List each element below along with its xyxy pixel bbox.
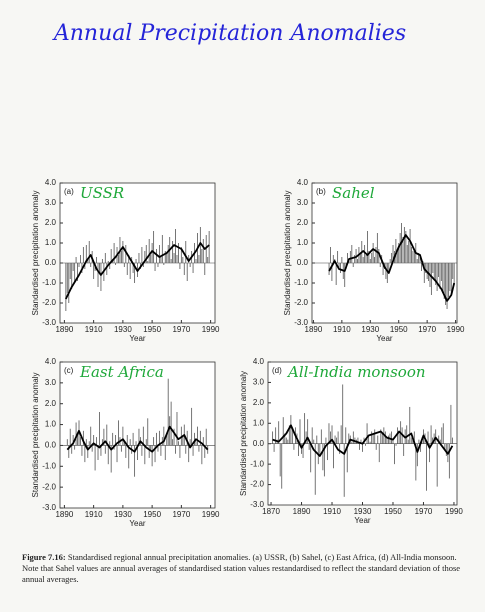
- x-tick-label: 1970: [172, 510, 190, 519]
- y-tick-label: 4.0: [253, 357, 265, 366]
- handwritten-title: Annual Precipitation Anomalies: [52, 21, 406, 46]
- y-tick-label: -1.0: [42, 278, 56, 287]
- x-tick-label: 1950: [384, 507, 402, 516]
- y-tick-label: 3.0: [297, 198, 309, 207]
- x-tick-label: 1870: [262, 507, 280, 516]
- y-tick-label: -3.0: [42, 503, 56, 512]
- y-tick-label: 4.0: [45, 357, 57, 366]
- panel-label: (d): [272, 366, 282, 375]
- y-tick-label: -3.0: [42, 318, 56, 327]
- y-axis-label: Standardised precipitation anomaly: [31, 373, 40, 498]
- plot-frame: [59, 361, 216, 509]
- y-tick-label: 1.0: [45, 238, 57, 247]
- x-tick-label: 1910: [85, 510, 103, 519]
- smoothed-line: [328, 234, 456, 302]
- smoothed-line: [66, 425, 209, 453]
- caption: Figure 7.16: Standardised regional annua…: [22, 552, 472, 585]
- x-axis-label: Year: [129, 334, 146, 343]
- x-tick-label: 1930: [354, 507, 372, 516]
- x-tick-label: 1930: [361, 325, 379, 334]
- y-tick-label: -2.0: [42, 298, 56, 307]
- y-tick-label: -2.0: [250, 480, 264, 489]
- caption-label: Figure 7.16:: [22, 552, 66, 562]
- panel-title: All-India monsoon: [286, 363, 426, 381]
- y-tick-label: 3.0: [45, 198, 57, 207]
- x-tick-label: 1950: [390, 325, 408, 334]
- x-tick-label: 1930: [114, 510, 132, 519]
- y-tick-label: 2.0: [253, 398, 265, 407]
- y-tick-label: 4.0: [45, 178, 57, 187]
- panel-label: (b): [316, 187, 326, 196]
- x-tick-label: 1990: [447, 325, 465, 334]
- y-tick-label: 1.0: [297, 238, 309, 247]
- x-tick-label: 1890: [55, 325, 73, 334]
- x-tick-label: 1890: [55, 510, 73, 519]
- plot-frame: [311, 182, 458, 324]
- panel-title: East Africa: [79, 363, 164, 381]
- x-tick-label: 1950: [143, 510, 161, 519]
- y-tick-label: 3.0: [45, 378, 57, 387]
- y-tick-label: -2.0: [42, 482, 56, 491]
- y-axis-label: Standardised precipitation anomaly: [283, 191, 292, 316]
- y-tick-label: 0.0: [45, 258, 57, 267]
- y-axis-label: Standardised precipitation anomaly: [31, 191, 40, 316]
- y-tick-label: 0.0: [253, 439, 265, 448]
- panel-label: (a): [64, 187, 74, 196]
- plot-frame: [59, 182, 216, 324]
- x-tick-label: 1890: [293, 507, 311, 516]
- x-axis-label: Year: [354, 516, 371, 525]
- smoothed-line: [272, 424, 454, 457]
- x-tick-label: 1890: [305, 325, 323, 334]
- caption-text: Standardised regional annual precipitati…: [22, 552, 461, 584]
- x-tick-label: 1930: [114, 325, 132, 334]
- y-tick-label: 2.0: [45, 399, 57, 408]
- x-tick-label: 1970: [172, 325, 190, 334]
- x-tick-label: 1990: [445, 507, 463, 516]
- y-tick-label: 1.0: [253, 418, 265, 427]
- y-tick-label: 2.0: [45, 218, 57, 227]
- y-tick-label: 1.0: [45, 420, 57, 429]
- x-tick-label: 1950: [143, 325, 161, 334]
- y-tick-label: 4.0: [297, 178, 309, 187]
- x-tick-label: 1910: [85, 325, 103, 334]
- y-tick-label: 0.0: [45, 441, 57, 450]
- x-tick-label: 1910: [333, 325, 351, 334]
- y-tick-label: 3.0: [253, 378, 265, 387]
- x-axis-label: Year: [376, 334, 393, 343]
- y-tick-label: 2.0: [297, 218, 309, 227]
- y-tick-label: -2.0: [294, 298, 308, 307]
- x-tick-label: 1970: [415, 507, 433, 516]
- y-tick-label: -3.0: [294, 318, 308, 327]
- y-tick-label: -3.0: [250, 500, 264, 509]
- x-tick-label: 1990: [202, 510, 220, 519]
- x-tick-label: 1910: [323, 507, 341, 516]
- x-axis-label: Year: [129, 519, 146, 528]
- y-tick-label: -1.0: [250, 459, 264, 468]
- smoothed-line: [64, 242, 210, 300]
- plot-frame: [267, 361, 458, 506]
- x-tick-label: 1970: [418, 325, 436, 334]
- panel-title: Sahel: [332, 184, 375, 202]
- y-tick-label: -1.0: [294, 278, 308, 287]
- y-tick-label: -1.0: [42, 461, 56, 470]
- y-axis-label: Standardised precipitation anomaly: [239, 371, 248, 496]
- panel-title: USSR: [80, 184, 124, 202]
- x-tick-label: 1990: [202, 325, 220, 334]
- y-tick-label: 0.0: [297, 258, 309, 267]
- panel-label: (c): [64, 366, 74, 375]
